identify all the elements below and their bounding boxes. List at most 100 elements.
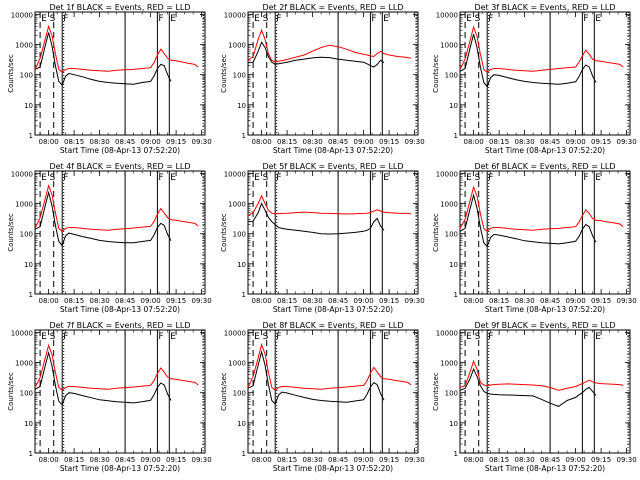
x-tick-label: 08:30 [90,297,110,305]
plot-frame [34,11,206,136]
series-line-events [459,367,597,407]
x-tick-label: 09:30 [192,456,212,464]
y-tick-label: 100 [445,72,458,80]
x-tick-label: 09:30 [192,297,212,305]
plot-frame [459,329,631,454]
y-axis-label: Counts/sec [220,372,228,411]
marker-letter: F [158,332,163,342]
y-tick-label: 1 [242,132,246,140]
y-tick-label: 1 [454,132,458,140]
y-tick-label: 10 [449,261,458,269]
x-tick-label: 08:15 [277,456,297,464]
x-tick-label: 08:45 [540,456,560,464]
y-tick-label: 1000 [15,201,33,209]
marker-letter: E [383,332,389,342]
detector-panel-7: Det 7f BLACK = Events, RED = LLD 1 10 100 10… [7,321,212,473]
marker-letter: E [170,14,176,24]
panel-title: Det 3f BLACK = Events, RED = LLD [474,3,615,12]
x-tick-label: 08:00 [39,138,59,146]
detector-panel-1: Det 1f BLACK = Events, RED = LLD 1 10 100 10… [7,3,212,155]
marker-letter: S [263,173,269,183]
x-tick-label: 08:15 [277,297,297,305]
series-line-lld [34,184,199,232]
x-tick-label: 08:30 [90,138,110,146]
x-tick-label: 09:00 [141,297,161,305]
y-tick-label: 10000 [224,329,246,337]
series-line-lld [459,185,624,232]
marker-letter: F [276,14,281,24]
marker-letter: F [371,173,376,183]
detector-panel-5: Det 5f BLACK = Events, RED = LLD 1 10 100 10… [220,162,425,314]
panel-title: Det 7f BLACK = Events, RED = LLD [49,321,190,330]
y-tick-label: 10 [237,420,246,428]
series-line-events [459,193,597,248]
y-tick-label: 1000 [228,42,246,50]
y-tick-label: 100 [20,390,33,398]
y-tick-label: 10000 [436,170,458,178]
y-tick-label: 100 [445,390,458,398]
marker-letter: F [488,173,493,183]
x-axis-label: Start Time (08-Apr-13 07:52:20) [273,146,393,155]
x-tick-label: 09:15 [166,138,186,146]
x-tick-label: 08:45 [115,456,135,464]
marker-letter: E [383,173,389,183]
marker-letter: F [63,332,68,342]
series-line-events [34,32,172,87]
x-tick-label: 09:15 [591,297,611,305]
y-tick-label: 1000 [440,201,458,209]
y-axis-label: Counts/sec [7,213,15,252]
panel-title: Det 2f BLACK = Events, RED = LLD [262,3,403,12]
x-tick-label: 09:15 [591,138,611,146]
y-tick-label: 10000 [436,11,458,19]
series-line-lld [247,343,412,391]
x-tick-label: 09:30 [405,297,425,305]
y-tick-label: 10000 [224,11,246,19]
x-tick-label: 08:45 [328,297,348,305]
y-axis-label: Counts/sec [220,213,228,252]
detector-panel-2: Det 2f BLACK = Events, RED = LLD 1 10 100 10… [220,3,425,155]
y-tick-label: 100 [20,72,33,80]
y-tick-label: 1 [29,450,33,458]
x-tick-label: 08:30 [303,456,323,464]
y-tick-label: 1 [242,291,246,299]
x-tick-label: 08:15 [489,456,509,464]
y-tick-label: 10 [449,102,458,110]
x-tick-label: 09:30 [405,138,425,146]
series-line-events [34,190,172,247]
marker-letter: E [41,173,47,183]
x-tick-label: 09:00 [354,297,374,305]
y-tick-label: 100 [233,72,246,80]
marker-letter: F [158,14,163,24]
marker-letter: S [475,14,481,24]
marker-letter: F [488,332,493,342]
x-tick-label: 08:15 [489,138,509,146]
x-tick-label: 08:45 [328,138,348,146]
marker-letter: F [583,173,588,183]
panel-title: Det 4f BLACK = Events, RED = LLD [49,162,190,171]
y-tick-label: 1 [454,291,458,299]
plot-frame [34,170,206,295]
y-tick-label: 100 [233,231,246,239]
panel-title: Det 6f BLACK = Events, RED = LLD [474,162,615,171]
marker-letter: S [263,14,269,24]
detector-panel-8: Det 8f BLACK = Events, RED = LLD 1 10 100 10… [220,321,425,473]
y-tick-label: 100 [233,390,246,398]
marker-letter: S [50,332,56,342]
marker-letter: F [488,14,493,24]
marker-letter: E [383,14,389,24]
marker-letter: E [595,173,601,183]
plot-frame [247,170,419,295]
series-line-lld [34,24,199,73]
marker-letter: S [263,332,269,342]
y-tick-label: 1000 [228,201,246,209]
y-tick-label: 10000 [224,170,246,178]
marker-letter: F [583,14,588,24]
marker-letter: E [170,173,176,183]
x-tick-label: 09:00 [141,456,161,464]
x-axis-label: Start Time (08-Apr-13 07:52:20) [60,146,180,155]
x-tick-label: 09:00 [566,297,586,305]
x-tick-label: 08:00 [252,297,272,305]
marker-letter: S [50,173,56,183]
marker-letter: F [371,14,376,24]
x-tick-label: 09:00 [354,138,374,146]
